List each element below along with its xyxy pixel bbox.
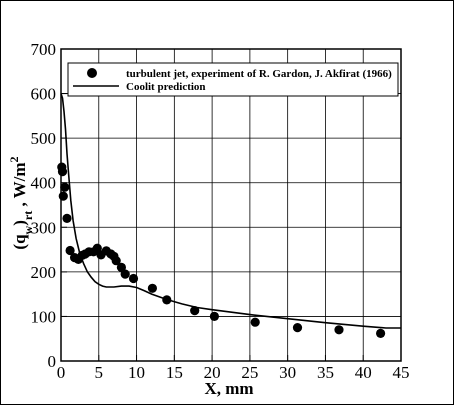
prediction-line [60,93,401,329]
experiment-point-27 [334,325,344,335]
y-tick-label-0: 0 [48,352,57,371]
x-tick-label-8: 40 [355,363,372,382]
y-tick-label-7: 700 [31,40,57,59]
experiment-point-19 [120,269,130,279]
experiment-point-2 [58,191,68,201]
x-axis-ticks: 0 5 10 15 20 25 30 35 40 45 [57,355,410,382]
legend-label-experiment: turbulent jet, experiment of R. Gardon, … [126,68,392,80]
y-tick-label-4: 400 [31,174,57,193]
x-tick-label-7: 35 [317,363,334,382]
x-tick-label-4: 20 [204,363,221,382]
experiment-point-22 [162,295,172,305]
y-tick-label-6: 600 [31,85,57,104]
y-tick-label-5: 500 [31,129,57,148]
legend: turbulent jet, experiment of R. Gardon, … [67,62,399,97]
experiment-point-23 [190,306,200,316]
experiment-point-18 [116,262,126,272]
experiment-point-21 [147,283,157,293]
y-tick-label-1: 100 [31,307,57,326]
experiment-point-1 [57,167,68,177]
x-tick-label-1: 5 [95,363,104,382]
x-tick-label-3: 15 [166,363,183,382]
experiment-point-25 [250,317,260,327]
x-axis-title: X, mm [204,379,253,398]
x-tick-label-5: 25 [241,363,258,382]
y-axis-ticks: 0 100 200 300 400 500 600 700 [31,40,67,371]
x-tick-label-9: 45 [393,363,410,382]
experiment-point-24 [209,311,219,321]
legend-label-prediction: Coolit prediction [126,81,206,93]
experiment-point-12 [92,243,102,253]
experiment-point-5 [65,245,75,256]
experiment-point-26 [292,323,303,333]
y-tick-label-3: 300 [31,218,57,237]
experiment-points-layer [57,162,386,338]
y-tick-label-2: 200 [31,263,57,282]
x-tick-label-0: 0 [57,363,66,382]
experiment-point-20 [128,273,139,284]
y-axis-title: (qw)rt , W/m2 [7,156,35,249]
x-tick-label-6: 30 [279,363,296,382]
experiment-point-4 [62,213,72,223]
legend-box [67,62,399,97]
experiment-point-28 [376,328,386,338]
experiment-point-3 [60,182,70,192]
legend-marker-experiment [87,68,97,78]
x-tick-label-2: 10 [128,363,145,382]
plot-area-border [60,48,402,362]
experiment-point-17 [111,256,121,266]
prediction-line-layer [60,93,401,329]
